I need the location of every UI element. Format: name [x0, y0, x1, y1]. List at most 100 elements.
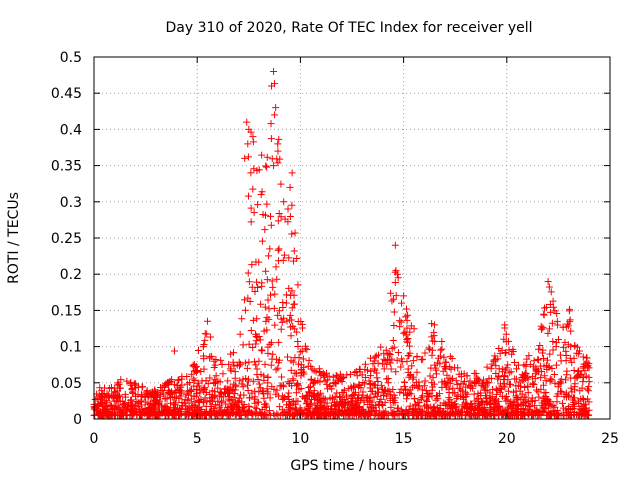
- x-tick-label: 15: [395, 431, 413, 447]
- data-point: [225, 360, 233, 368]
- data-point: [483, 363, 491, 371]
- data-point: [404, 311, 412, 319]
- data-point: [584, 363, 592, 371]
- data-point: [534, 367, 542, 375]
- y-tick-label: 0.05: [51, 376, 82, 392]
- data-point: [218, 360, 226, 368]
- data-point: [366, 403, 374, 411]
- data-point: [380, 365, 388, 373]
- data-point: [327, 402, 335, 410]
- data-point: [289, 375, 297, 383]
- data-point: [493, 404, 501, 412]
- data-point: [283, 317, 291, 325]
- data-point: [427, 409, 435, 417]
- data-point: [413, 352, 421, 360]
- data-point: [274, 140, 282, 148]
- data-point: [240, 296, 248, 304]
- data-point: [541, 304, 549, 312]
- data-point: [263, 200, 271, 208]
- data-point: [511, 411, 519, 419]
- data-point: [201, 330, 209, 338]
- data-point: [290, 247, 298, 255]
- data-point: [367, 387, 375, 395]
- data-point: [234, 399, 242, 407]
- data-point: [380, 409, 388, 417]
- data-point: [585, 398, 593, 406]
- data-point: [516, 378, 524, 386]
- data-point: [255, 166, 263, 174]
- data-point: [272, 263, 280, 271]
- data-point: [567, 343, 575, 351]
- data-point: [197, 396, 205, 404]
- data-point: [481, 386, 489, 394]
- data-point: [288, 169, 296, 177]
- data-point: [215, 392, 223, 400]
- data-point: [164, 389, 172, 397]
- data-point: [433, 392, 441, 400]
- data-point: [273, 155, 281, 163]
- data-point: [108, 392, 116, 400]
- data-point: [431, 338, 439, 346]
- data-point: [196, 386, 204, 394]
- data-point: [243, 381, 251, 389]
- data-point: [581, 404, 589, 412]
- data-point: [244, 294, 252, 302]
- data-point: [102, 399, 110, 407]
- data-point: [293, 410, 301, 418]
- data-point: [291, 369, 299, 377]
- data-point: [231, 368, 239, 376]
- data-point: [460, 395, 468, 403]
- data-point: [299, 355, 307, 363]
- data-point: [249, 133, 257, 141]
- data-point: [530, 362, 538, 370]
- data-point: [402, 305, 410, 313]
- data-point: [359, 379, 367, 387]
- data-point: [307, 383, 315, 391]
- data-point: [514, 396, 522, 404]
- data-point: [239, 341, 247, 349]
- data-point: [235, 409, 243, 417]
- data-point: [123, 377, 131, 385]
- data-point: [518, 371, 526, 379]
- data-point: [291, 229, 299, 237]
- data-point: [584, 387, 592, 395]
- data-point: [321, 395, 329, 403]
- data-point: [545, 283, 553, 291]
- data-point: [451, 389, 459, 397]
- data-point: [254, 376, 262, 384]
- data-point: [504, 376, 512, 384]
- data-point: [405, 373, 413, 381]
- data-point: [341, 404, 349, 412]
- data-point: [401, 378, 409, 386]
- data-point: [398, 410, 406, 418]
- data-point: [426, 345, 434, 353]
- data-point: [389, 295, 397, 303]
- data-point: [536, 341, 544, 349]
- data-point: [107, 383, 115, 391]
- data-point: [401, 328, 409, 336]
- data-point: [403, 395, 411, 403]
- data-point: [251, 403, 259, 411]
- data-point: [483, 408, 491, 416]
- data-point: [287, 332, 295, 340]
- data-point: [491, 400, 499, 408]
- data-point: [258, 282, 266, 290]
- data-point: [272, 104, 280, 112]
- data-point: [411, 400, 419, 408]
- data-point: [244, 408, 252, 416]
- data-point: [258, 347, 266, 355]
- data-point: [560, 343, 568, 351]
- data-point: [263, 385, 271, 393]
- data-point: [245, 278, 253, 286]
- data-point: [362, 374, 370, 382]
- data-point: [198, 377, 206, 385]
- data-point: [494, 397, 502, 405]
- data-point: [537, 374, 545, 382]
- data-point: [415, 411, 423, 419]
- data-point: [505, 346, 513, 354]
- data-point: [192, 368, 200, 376]
- data-point: [194, 346, 202, 354]
- data-point: [485, 379, 493, 387]
- data-point: [504, 337, 512, 345]
